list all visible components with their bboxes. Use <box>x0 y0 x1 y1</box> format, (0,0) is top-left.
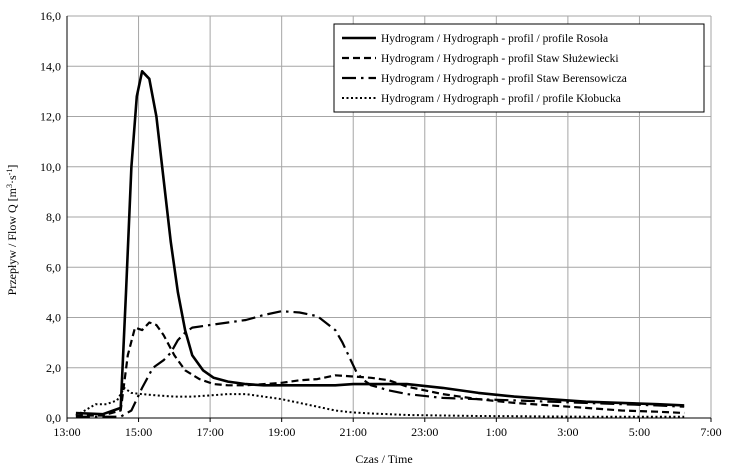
x-tick-label: 1:00 <box>486 425 507 439</box>
y-axis-title-main: Przepływ / Flow Q [m <box>5 187 19 295</box>
legend-label-1: Hydrogram / Hydrograph - profil / profil… <box>381 33 608 45</box>
x-tick-label: 15:00 <box>125 425 152 439</box>
axes <box>66 16 712 422</box>
series-line-4 <box>75 386 685 418</box>
x-tick-label: 7:00 <box>700 425 721 439</box>
y-tick-label: 0,0 <box>46 411 61 425</box>
series-line-1 <box>75 70 685 416</box>
legend-box <box>333 23 705 113</box>
series-lines <box>75 70 685 418</box>
y-tick-label: 16,0 <box>40 9 61 23</box>
legend: Hydrogram / Hydrograph - profil / profil… <box>333 23 705 113</box>
x-tick-label: 13:00 <box>53 425 80 439</box>
series-line-2 <box>75 321 685 417</box>
x-tick-label: 3:00 <box>557 425 578 439</box>
y-tick-label: 14,0 <box>40 59 61 73</box>
y-tick-label: 12,0 <box>40 110 61 124</box>
y-axis-title-mid: ·s <box>5 175 19 184</box>
x-tick-label: 23:00 <box>411 425 438 439</box>
y-axis-title-sup1: 3 <box>5 184 14 188</box>
y-axis-title-end: ] <box>5 165 19 169</box>
y-tick-label: 8,0 <box>46 210 61 224</box>
legend-label-2: Hydrogram / Hydrograph - profil Staw Słu… <box>381 53 619 65</box>
x-tick-label: 19:00 <box>268 425 295 439</box>
series-line-3 <box>75 310 685 418</box>
x-axis-title: Czas / Time <box>355 452 412 466</box>
y-axis-title: Przepływ / Flow Q [m3·s-1] <box>5 165 19 296</box>
y-tick-label: 4,0 <box>46 311 61 325</box>
legend-label-3: Hydrogram / Hydrograph - profil Staw Ber… <box>381 73 627 85</box>
legend-label-4: Hydrogram / Hydrograph - profil / profil… <box>381 93 621 105</box>
y-axis-title-sup2: -1 <box>5 169 14 176</box>
x-tick-label: 5:00 <box>629 425 650 439</box>
x-tick-label: 17:00 <box>196 425 223 439</box>
y-tick-label: 2,0 <box>46 361 61 375</box>
y-tick-label: 6,0 <box>46 260 61 274</box>
tick-labels: 0,0 2,0 4,0 6,0 8,0 10,0 12,0 14,0 16,0 13:00 15:0… <box>40 9 722 439</box>
x-tick-label: 21:00 <box>340 425 367 439</box>
y-tick-label: 10,0 <box>40 160 61 174</box>
